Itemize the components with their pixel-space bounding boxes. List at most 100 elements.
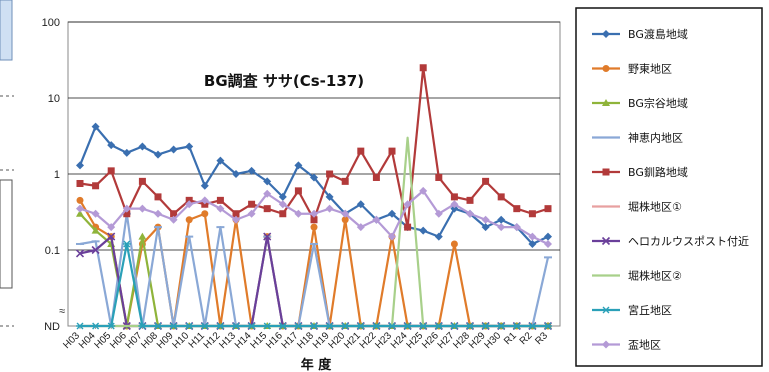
data-point xyxy=(435,173,443,181)
data-point xyxy=(341,177,349,185)
data-point xyxy=(216,322,225,330)
data-point xyxy=(185,322,194,330)
data-point xyxy=(544,205,552,213)
data-point xyxy=(263,322,272,330)
data-point xyxy=(185,142,194,151)
data-point xyxy=(138,322,147,330)
data-point xyxy=(232,215,240,224)
data-point xyxy=(154,322,162,330)
legend-label: BG宗谷地域 xyxy=(628,96,688,110)
axis-break-mark: ≈ xyxy=(59,305,65,317)
data-point xyxy=(91,245,100,255)
data-point xyxy=(310,223,318,231)
data-point xyxy=(310,322,318,330)
data-point xyxy=(497,322,506,330)
data-point xyxy=(356,223,365,232)
data-point xyxy=(544,232,552,241)
y-tick-label: ND xyxy=(44,321,60,333)
legend-entry: 野東地区 xyxy=(592,63,672,76)
data-point xyxy=(263,189,272,198)
data-point xyxy=(278,200,287,209)
data-point xyxy=(325,322,334,330)
data-point xyxy=(91,322,100,330)
data-point xyxy=(122,240,131,248)
data-point xyxy=(544,239,552,248)
legend-entry: 堀株地区① xyxy=(592,200,682,214)
data-point xyxy=(294,187,302,195)
legend-entry: BG渡島地域 xyxy=(592,27,688,41)
data-point xyxy=(513,205,521,213)
data-point xyxy=(326,170,334,178)
data-point xyxy=(357,147,365,155)
data-point xyxy=(247,322,256,330)
data-point xyxy=(403,200,412,209)
data-point xyxy=(76,209,84,217)
data-point xyxy=(388,232,396,241)
data-point xyxy=(185,200,194,209)
data-point xyxy=(107,167,115,175)
data-point xyxy=(388,209,396,218)
legend-label: 堀株地区① xyxy=(628,200,682,214)
legend-entry: 堀株地区② xyxy=(592,269,682,283)
data-point xyxy=(185,216,193,224)
data-point xyxy=(450,193,458,201)
data-point xyxy=(123,210,131,218)
series-5 xyxy=(76,64,552,231)
x-tick-label: R3 xyxy=(533,330,550,347)
data-point xyxy=(154,193,162,201)
data-point xyxy=(466,196,474,204)
data-point xyxy=(481,223,490,232)
data-point xyxy=(294,209,303,218)
data-point xyxy=(170,210,178,218)
legend-marker xyxy=(601,236,611,246)
legend-marker xyxy=(602,99,610,106)
legend-label: 盃地区 xyxy=(628,339,661,352)
y-tick-label: 0.1 xyxy=(45,245,60,257)
data-point xyxy=(434,209,443,218)
data-point xyxy=(512,223,521,232)
data-point xyxy=(450,240,458,248)
legend-entry: ヘロカルウスポスト付近 xyxy=(592,235,749,248)
data-point xyxy=(466,209,474,218)
data-point xyxy=(138,177,146,185)
data-point xyxy=(138,232,147,240)
data-point xyxy=(154,209,162,218)
data-point xyxy=(278,322,287,330)
data-point xyxy=(91,226,100,234)
data-point xyxy=(75,249,85,258)
data-point xyxy=(76,204,84,213)
data-point xyxy=(528,239,537,248)
legend-entry: BG釧路地域 xyxy=(592,165,688,179)
data-point xyxy=(341,209,350,218)
data-point xyxy=(310,173,318,182)
legend-entry: 盃地区 xyxy=(592,339,661,352)
data-point xyxy=(138,142,147,151)
data-point xyxy=(388,147,396,155)
legend-marker xyxy=(602,306,610,314)
legend-entry: 宮丘地区 xyxy=(592,303,672,317)
data-point xyxy=(528,210,536,218)
data-point xyxy=(388,322,396,330)
data-point xyxy=(76,179,84,187)
data-point xyxy=(450,200,459,209)
data-point xyxy=(169,322,178,330)
data-point xyxy=(92,182,100,190)
data-point xyxy=(122,204,131,213)
data-point xyxy=(107,141,116,150)
data-point xyxy=(356,322,365,330)
legend-marker xyxy=(602,168,610,176)
data-point xyxy=(434,322,443,330)
data-point xyxy=(263,205,271,213)
legend-label: BG渡島地域 xyxy=(628,27,688,41)
data-point xyxy=(341,216,349,224)
y-tick-label: 10 xyxy=(48,93,60,105)
data-point xyxy=(497,215,506,224)
data-point xyxy=(294,322,303,330)
data-point xyxy=(232,210,240,218)
data-point xyxy=(404,223,412,231)
legend-label: BG釧路地域 xyxy=(628,165,688,179)
data-point xyxy=(154,150,162,159)
data-point xyxy=(138,204,147,213)
legend-label: 神恵内地区 xyxy=(628,131,683,145)
